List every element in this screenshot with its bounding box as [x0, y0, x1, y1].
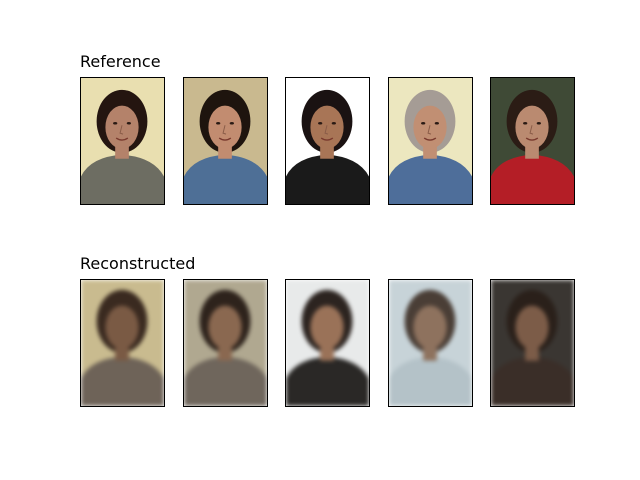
reconstructed-face-image-3	[285, 279, 370, 407]
reconstructed-face-image-1	[80, 279, 165, 407]
reference-face-image-2	[183, 77, 268, 205]
reference-row-title: Reference	[80, 52, 161, 71]
reconstructed-row-title: Reconstructed	[80, 254, 196, 273]
reference-face-image-4	[388, 77, 473, 205]
reference-face-image-3	[285, 77, 370, 205]
reconstructed-face-image-4	[388, 279, 473, 407]
reference-face-image-5	[490, 77, 575, 205]
reference-face-image-1	[80, 77, 165, 205]
reconstructed-face-image-5	[490, 279, 575, 407]
reconstructed-face-image-2	[183, 279, 268, 407]
